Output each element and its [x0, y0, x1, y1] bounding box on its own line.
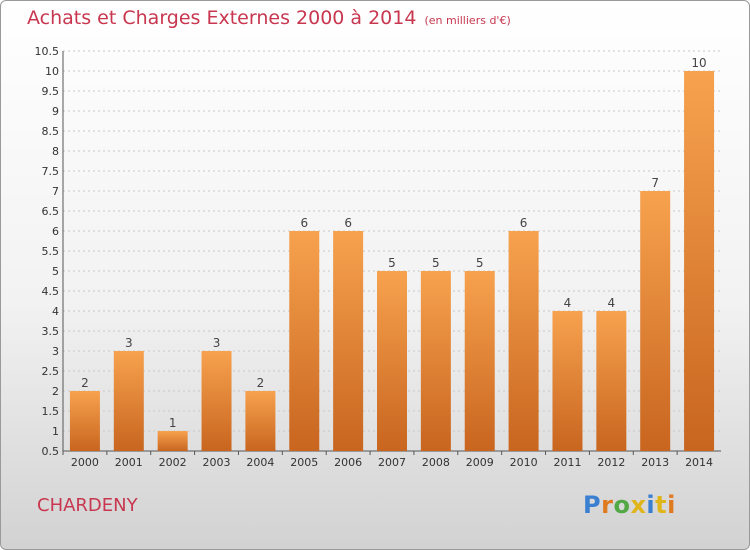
x-tick-label-2008: 2008 [422, 456, 450, 469]
value-label-2006: 6 [344, 216, 352, 230]
bar-2006 [333, 231, 364, 451]
x-tick-label-2005: 2005 [290, 456, 318, 469]
bar-2000 [69, 391, 100, 451]
value-label-2004: 2 [257, 376, 265, 390]
logo-letter: P [583, 491, 602, 519]
y-tick-label: 7 [52, 185, 59, 198]
x-tick-label-2010: 2010 [510, 456, 538, 469]
x-tick-label-2011: 2011 [553, 456, 581, 469]
x-tick-label-2003: 2003 [203, 456, 231, 469]
x-tick-label-2007: 2007 [378, 456, 406, 469]
y-tick-label: 8 [52, 145, 59, 158]
y-tick-label: 3.5 [42, 325, 60, 338]
logo-letter: x [630, 491, 647, 519]
value-label-2005: 6 [300, 216, 308, 230]
y-tick-label: 5 [52, 265, 59, 278]
value-label-2001: 3 [125, 336, 133, 350]
y-tick-label: 6.5 [42, 205, 60, 218]
value-label-2000: 2 [81, 376, 89, 390]
value-label-2002: 1 [169, 416, 177, 430]
y-tick-label: 6 [52, 225, 59, 238]
value-label-2009: 5 [476, 256, 484, 270]
y-tick-label: 4.5 [42, 285, 60, 298]
y-tick-label: 10 [45, 65, 59, 78]
x-tick-label-2004: 2004 [246, 456, 274, 469]
logo-letter: t [655, 491, 668, 519]
bar-2012 [596, 311, 627, 451]
y-tick-label: 4 [52, 305, 59, 318]
logo-letter: i [646, 491, 656, 519]
x-tick-label-2001: 2001 [115, 456, 143, 469]
value-label-2007: 5 [388, 256, 396, 270]
y-tick-label: 5.5 [42, 245, 60, 258]
y-tick-label: 2 [52, 385, 59, 398]
x-tick-label-2013: 2013 [641, 456, 669, 469]
chart-title-text: Achats et Charges Externes 2000 à 2014 [27, 7, 417, 29]
x-tick-label-2009: 2009 [466, 456, 494, 469]
y-tick-label: 1 [52, 425, 59, 438]
bar-2011 [552, 311, 583, 451]
bar-2004 [245, 391, 276, 451]
y-tick-label: 3 [52, 345, 59, 358]
value-label-2003: 3 [213, 336, 221, 350]
value-label-2008: 5 [432, 256, 440, 270]
town-name: CHARDENY [37, 495, 138, 516]
x-tick-label-2014: 2014 [685, 456, 713, 469]
y-tick-label: 2.5 [42, 365, 60, 378]
y-tick-label: 9 [52, 105, 59, 118]
bar-2003 [201, 351, 232, 451]
y-tick-label: 8.5 [42, 125, 60, 138]
bar-2001 [113, 351, 144, 451]
y-tick-label: 10.5 [35, 45, 60, 58]
chart-title: Achats et Charges Externes 2000 à 2014 (e… [27, 7, 511, 29]
y-tick-label: 0.5 [42, 445, 60, 458]
y-tick-label: 7.5 [42, 165, 60, 178]
bar-2008 [420, 271, 451, 451]
x-tick-label-2002: 2002 [159, 456, 187, 469]
chart-unit-note: (en milliers d'€) [424, 14, 511, 27]
x-tick-label-2012: 2012 [597, 456, 625, 469]
logo-letter: o [613, 491, 631, 519]
bar-2005 [289, 231, 320, 451]
logo-letter: r [601, 491, 614, 519]
proxiti-logo: Proxiti [583, 491, 676, 519]
value-label-2012: 4 [608, 296, 616, 310]
bar-2014 [684, 71, 715, 451]
bar-2002 [157, 431, 188, 451]
logo-letter: i [667, 491, 676, 519]
y-tick-label: 1.5 [42, 405, 60, 418]
bar-2013 [640, 191, 671, 451]
x-tick-label-2000: 2000 [71, 456, 99, 469]
y-tick-label: 9.5 [42, 85, 60, 98]
value-label-2014: 10 [691, 56, 706, 70]
bar-2009 [464, 271, 495, 451]
x-tick-label-2006: 2006 [334, 456, 362, 469]
bar-2007 [377, 271, 407, 451]
value-label-2013: 7 [651, 176, 659, 190]
value-label-2011: 4 [564, 296, 572, 310]
bar-2010 [508, 231, 539, 451]
value-label-2010: 6 [520, 216, 528, 230]
